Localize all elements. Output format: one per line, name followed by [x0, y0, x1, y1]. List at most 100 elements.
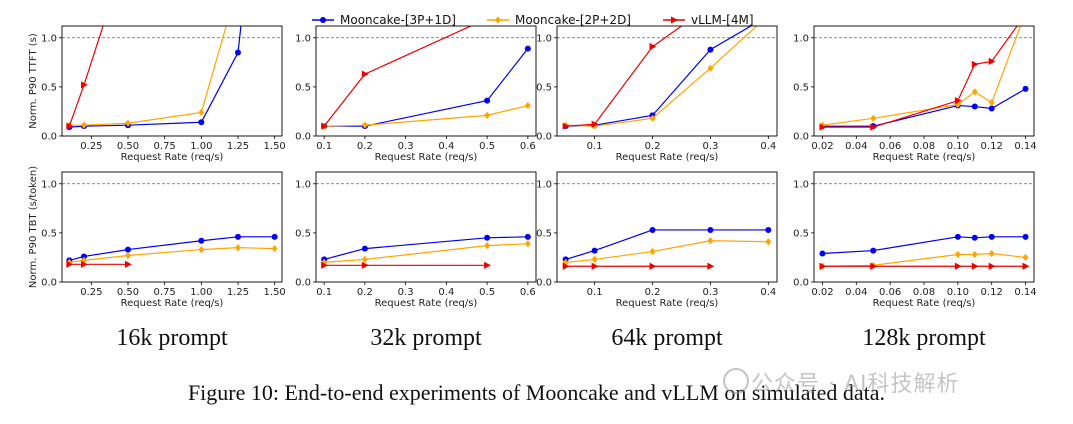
- data-point: [81, 260, 88, 268]
- x-tick-label: 0.10: [947, 287, 969, 298]
- y-tick-label: 0.5: [295, 228, 311, 239]
- panel-title-64k: 64k prompt: [611, 325, 723, 351]
- data-point: [591, 247, 598, 254]
- data-point: [484, 242, 491, 250]
- axes-frame: [315, 25, 537, 137]
- data-point: [971, 88, 978, 96]
- legend-entry-0: Mooncake-[3P+1D]: [312, 13, 456, 27]
- y-tick-label: 0.5: [41, 82, 57, 93]
- series-vLLM-[4M]: [321, 261, 491, 269]
- series-line: [323, 26, 472, 127]
- series-Mooncake-[2P+2D]: [66, 26, 227, 129]
- series-line: [69, 236, 275, 261]
- data-point: [125, 251, 131, 260]
- panel-title-128k: 128k prompt: [862, 325, 986, 351]
- x-tick-label: 1.25: [227, 141, 249, 152]
- panel-ttft-3: 0.02 0.04 0.06 0.08 0.10 0.12 0.14 0.0 0.5 1.0 Req…: [793, 25, 1037, 163]
- series-Mooncake-[2P+2D]: [562, 237, 772, 266]
- series-vLLM-[4M]: [562, 26, 682, 130]
- data-point: [271, 233, 278, 240]
- data-point: [562, 258, 569, 266]
- x-axis-label: Request Rate (req/s): [873, 152, 976, 163]
- y-tick-label: 0.0: [536, 278, 552, 289]
- x-tick-label: 0.75: [154, 141, 176, 152]
- data-point: [361, 245, 368, 252]
- data-point: [870, 123, 878, 131]
- data-point: [819, 250, 826, 257]
- x-axis-label: Request Rate (req/s): [121, 152, 224, 163]
- data-point: [765, 238, 772, 246]
- y-tick-label: 0.5: [536, 228, 552, 239]
- series-Mooncake-[2P+2D]: [321, 101, 531, 130]
- legend-marker: [320, 17, 326, 23]
- y-tick-label: 0.5: [793, 228, 809, 239]
- x-tick-label: 0.02: [811, 287, 833, 298]
- data-point: [765, 226, 772, 233]
- x-tick-label: 0.08: [913, 287, 935, 298]
- data-point: [562, 262, 570, 270]
- data-point: [198, 108, 205, 117]
- data-point: [198, 119, 205, 126]
- data-point: [649, 226, 656, 233]
- watermark: 公众号 · AI科技解析: [723, 366, 960, 398]
- data-point: [954, 100, 961, 109]
- y-tick-label: 1.0: [41, 33, 57, 44]
- x-tick-label: 0.1: [587, 141, 603, 152]
- watermark-text: 公众号 · AI科技解析: [751, 372, 960, 397]
- x-tick-label: 0.3: [398, 141, 414, 152]
- data-point: [819, 123, 827, 131]
- x-tick-label: 1.25: [227, 287, 249, 298]
- data-point: [361, 261, 369, 269]
- data-point: [81, 121, 87, 129]
- data-point: [1022, 262, 1030, 270]
- x-tick-label: 0.2: [645, 141, 661, 152]
- data-point: [361, 121, 368, 129]
- y-tick-label: 0.0: [295, 132, 311, 143]
- data-point: [198, 245, 205, 254]
- data-point: [591, 255, 598, 264]
- data-point: [125, 260, 132, 268]
- x-axis-label: Request Rate (req/s): [375, 298, 478, 309]
- x-tick-label: 0.04: [845, 287, 867, 298]
- series-line: [565, 26, 752, 127]
- data-point: [971, 262, 979, 270]
- panel-title-16k: 16k prompt: [116, 325, 228, 351]
- legend-entry-2: vLLM-[4M]: [663, 13, 754, 27]
- x-tick-label: 0.1: [316, 287, 332, 298]
- series-line: [822, 26, 1022, 126]
- data-point: [971, 103, 978, 110]
- y-tick-label: 0.0: [295, 278, 311, 289]
- series-Mooncake-[3P+1D]: [66, 233, 278, 264]
- x-tick-label: 0.3: [398, 287, 414, 298]
- data-point: [524, 233, 531, 240]
- data-point: [707, 46, 714, 53]
- y-tick-label: 1.0: [793, 33, 809, 44]
- data-point: [484, 261, 491, 269]
- panel-tbt-0: 0.25 0.50 0.75 1.00 1.25 1.50 0.0 0.5 1.0 Request…: [41, 171, 286, 309]
- data-point: [321, 258, 328, 266]
- series-line: [822, 236, 1026, 255]
- data-point: [707, 262, 715, 270]
- legend-label: vLLM-[4M]: [691, 13, 754, 27]
- panel-tbt-1: 0.1 0.2 0.3 0.4 0.5 0.6 0.0 0.5 1.0 Request Rate …: [295, 171, 537, 309]
- y-tick-label: 1.0: [536, 179, 552, 190]
- legend-entry-1: Mooncake-[2P+2D]: [487, 13, 631, 27]
- series-line: [324, 104, 528, 127]
- y-tick-label: 0.0: [793, 278, 809, 289]
- y-tick-label: 1.0: [295, 33, 311, 44]
- series-line: [565, 26, 682, 127]
- data-point: [819, 262, 827, 270]
- series-line: [565, 229, 769, 260]
- x-tick-label: 0.2: [357, 287, 373, 298]
- row-labels: Norm. P90 TTFT (s) Norm. P90 TBT (s/token…: [28, 33, 39, 288]
- y-tick-label: 0.0: [536, 132, 552, 143]
- data-point: [524, 45, 531, 52]
- series-Mooncake-[2P+2D]: [66, 244, 278, 266]
- x-tick-label: 0.1: [316, 141, 332, 152]
- chart-legend: Mooncake-[3P+1D] Mooncake-[2P+2D] vLLM-[4M…: [312, 13, 754, 27]
- series-vLLM-[4M]: [66, 260, 132, 268]
- data-point: [707, 226, 714, 233]
- data-point: [1022, 253, 1029, 262]
- x-tick-label: 0.3: [702, 287, 718, 298]
